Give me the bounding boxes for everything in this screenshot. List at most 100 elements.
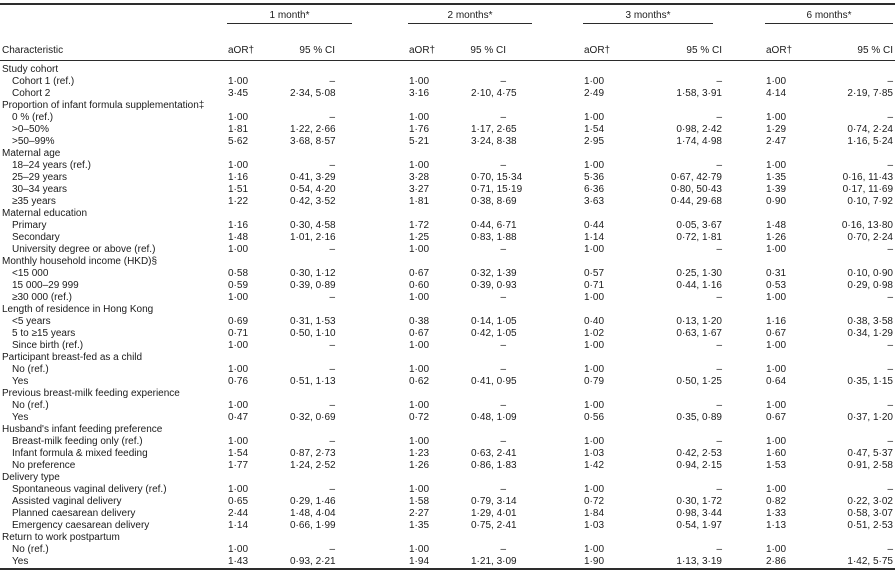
- row-label: No (ref.): [12, 364, 49, 375]
- aor-value: 1·60: [766, 448, 787, 459]
- table-row: Planned caesarean delivery 2·44 1·48, 4·04…: [0, 508, 895, 520]
- aor-value: 1·00: [409, 364, 430, 375]
- row-label: 25–29 years: [12, 172, 68, 183]
- aor-value: 1·00: [766, 400, 787, 411]
- ci-value: –: [716, 112, 722, 123]
- ci-value: –: [887, 76, 893, 87]
- row-label: Breast-milk feeding only (ref.): [12, 436, 143, 447]
- ci-value: 0·41, 0·95: [471, 376, 517, 387]
- aor-value: 1·26: [409, 460, 430, 471]
- aor-value: 1·16: [228, 220, 249, 231]
- ci-value: –: [329, 484, 335, 495]
- aor-value: 0·60: [409, 280, 430, 291]
- aor-value: 1·23: [409, 448, 430, 459]
- row-spacer: [227, 352, 895, 364]
- aor-value: 1·00: [409, 244, 430, 255]
- aor-value: 1·03: [584, 520, 605, 531]
- aor-value: 2·95: [584, 136, 605, 147]
- table-row: >50–99% 5·62 3·68, 8·57 5·21 3·24, 8·38 2·95 1…: [0, 136, 895, 148]
- time-group-header-1month: 1 month*: [227, 4, 408, 32]
- ci-value: 0·30, 1·72: [676, 496, 722, 507]
- ci-value: 0·80, 50·43: [670, 184, 722, 195]
- aor-value: 1·54: [228, 448, 249, 459]
- ci-value: 0·22, 3·02: [847, 496, 893, 507]
- ci-value: 0·87, 2·73: [290, 448, 336, 459]
- aor-value: 0·62: [409, 376, 430, 387]
- aor-value: 1·00: [766, 112, 787, 123]
- ci-value: 0·38, 3·58: [847, 316, 893, 327]
- time-group-label: 6 months*: [806, 10, 852, 21]
- ci-value: 0·63, 1·67: [676, 328, 722, 339]
- aor-value: 1·43: [228, 556, 249, 567]
- ci-value: 0·50, 1·25: [676, 376, 722, 387]
- aor-value: 1·84: [584, 508, 605, 519]
- aor-value: 1·00: [228, 76, 249, 87]
- time-group-header-row: 1 month* 2 months* 3 months* 6 months*: [0, 4, 895, 32]
- row-label: Secondary: [12, 232, 60, 243]
- aor-value: 1·00: [584, 112, 605, 123]
- ci-value: 1·42, 5·75: [847, 556, 893, 567]
- ci-value: 1·16, 5·24: [847, 136, 893, 147]
- row-label: >0–50%: [12, 124, 49, 135]
- aor-value: 1·00: [584, 244, 605, 255]
- group-row: Participant breast-fed as a child: [0, 352, 895, 364]
- aor-value: 4·14: [766, 88, 787, 99]
- aor-value: 0·72: [409, 412, 430, 423]
- aor-value: 1·94: [409, 556, 430, 567]
- row-label: Proportion of infant formula supplementa…: [2, 100, 205, 111]
- row-label: 30–34 years: [12, 184, 68, 195]
- ci-value: 0·42, 1·05: [471, 328, 517, 339]
- ci-value: –: [500, 160, 506, 171]
- row-label: Husband's infant feeding preference: [2, 424, 163, 435]
- ci-value: 0·39, 0·89: [290, 280, 336, 291]
- table-row: No (ref.) 1·00 – 1·00 – 1·00 – 1·00 –: [0, 400, 895, 412]
- ci-value: –: [716, 292, 722, 303]
- aor-value: 1·00: [228, 400, 249, 411]
- aor-value: 1·00: [584, 160, 605, 171]
- row-label: ≥30 000 (ref.): [12, 292, 72, 303]
- row-label: Length of residence in Hong Kong: [2, 304, 154, 315]
- time-group-underline: 1 month*: [227, 10, 352, 24]
- table-row: 30–34 years 1·51 0·54, 4·20 3·27 0·71, 15·19…: [0, 184, 895, 196]
- ci-value: –: [329, 544, 335, 555]
- ci-value: –: [329, 364, 335, 375]
- table-row: ≥30 000 (ref.) 1·00 – 1·00 – 1·00 – 1·00 –: [0, 292, 895, 304]
- aor-value: 2·44: [228, 508, 249, 519]
- table-row: Spontaneous vaginal delivery (ref.) 1·00 –…: [0, 484, 895, 496]
- aor-value: 0·65: [228, 496, 249, 507]
- adjusted-odds-ratio-table: 1 month* 2 months* 3 months* 6 months* C…: [0, 3, 895, 570]
- ci-value: –: [500, 400, 506, 411]
- aor-value: 1·13: [766, 520, 787, 531]
- ci-value: 0·44, 29·68: [670, 196, 722, 207]
- aor-value: 1·16: [228, 172, 249, 183]
- ci-value: –: [887, 544, 893, 555]
- ci-value: 0·42, 2·53: [676, 448, 722, 459]
- ci-value: 3·24, 8·38: [471, 136, 517, 147]
- aor-value: 0·64: [766, 376, 787, 387]
- ci-value: –: [887, 160, 893, 171]
- aor-value: 1·00: [584, 76, 605, 87]
- aor-value: 1·00: [228, 364, 249, 375]
- ci-value: 0·30, 1·12: [290, 268, 336, 279]
- ci-value: 0·16, 13·80: [841, 220, 893, 231]
- aor-value: 1·39: [766, 184, 787, 195]
- ci-value: 1·48, 4·04: [290, 508, 336, 519]
- ci-value: 1·22, 2·66: [290, 124, 336, 135]
- aor-column-header: aOR†: [583, 32, 645, 61]
- table-row: Infant formula & mixed feeding 1·54 0·87, …: [0, 448, 895, 460]
- row-spacer: [227, 304, 895, 316]
- ci-value: 1·17, 2·65: [471, 124, 517, 135]
- aor-value: 1·00: [409, 292, 430, 303]
- aor-value: 0·79: [584, 376, 605, 387]
- aor-value: 0·82: [766, 496, 787, 507]
- aor-value: 1·76: [409, 124, 430, 135]
- time-group-label: 1 month*: [269, 10, 310, 21]
- table-row: Primary 1·16 0·30, 4·58 1·72 0·44, 6·71 0·44 0…: [0, 220, 895, 232]
- aor-value: 3·63: [584, 196, 605, 207]
- row-spacer: [227, 424, 895, 436]
- aor-value: 1·00: [228, 436, 249, 447]
- aor-value: 2·47: [766, 136, 787, 147]
- ci-value: –: [887, 292, 893, 303]
- row-label: No preference: [12, 460, 76, 471]
- ci-value: 0·30, 4·58: [290, 220, 336, 231]
